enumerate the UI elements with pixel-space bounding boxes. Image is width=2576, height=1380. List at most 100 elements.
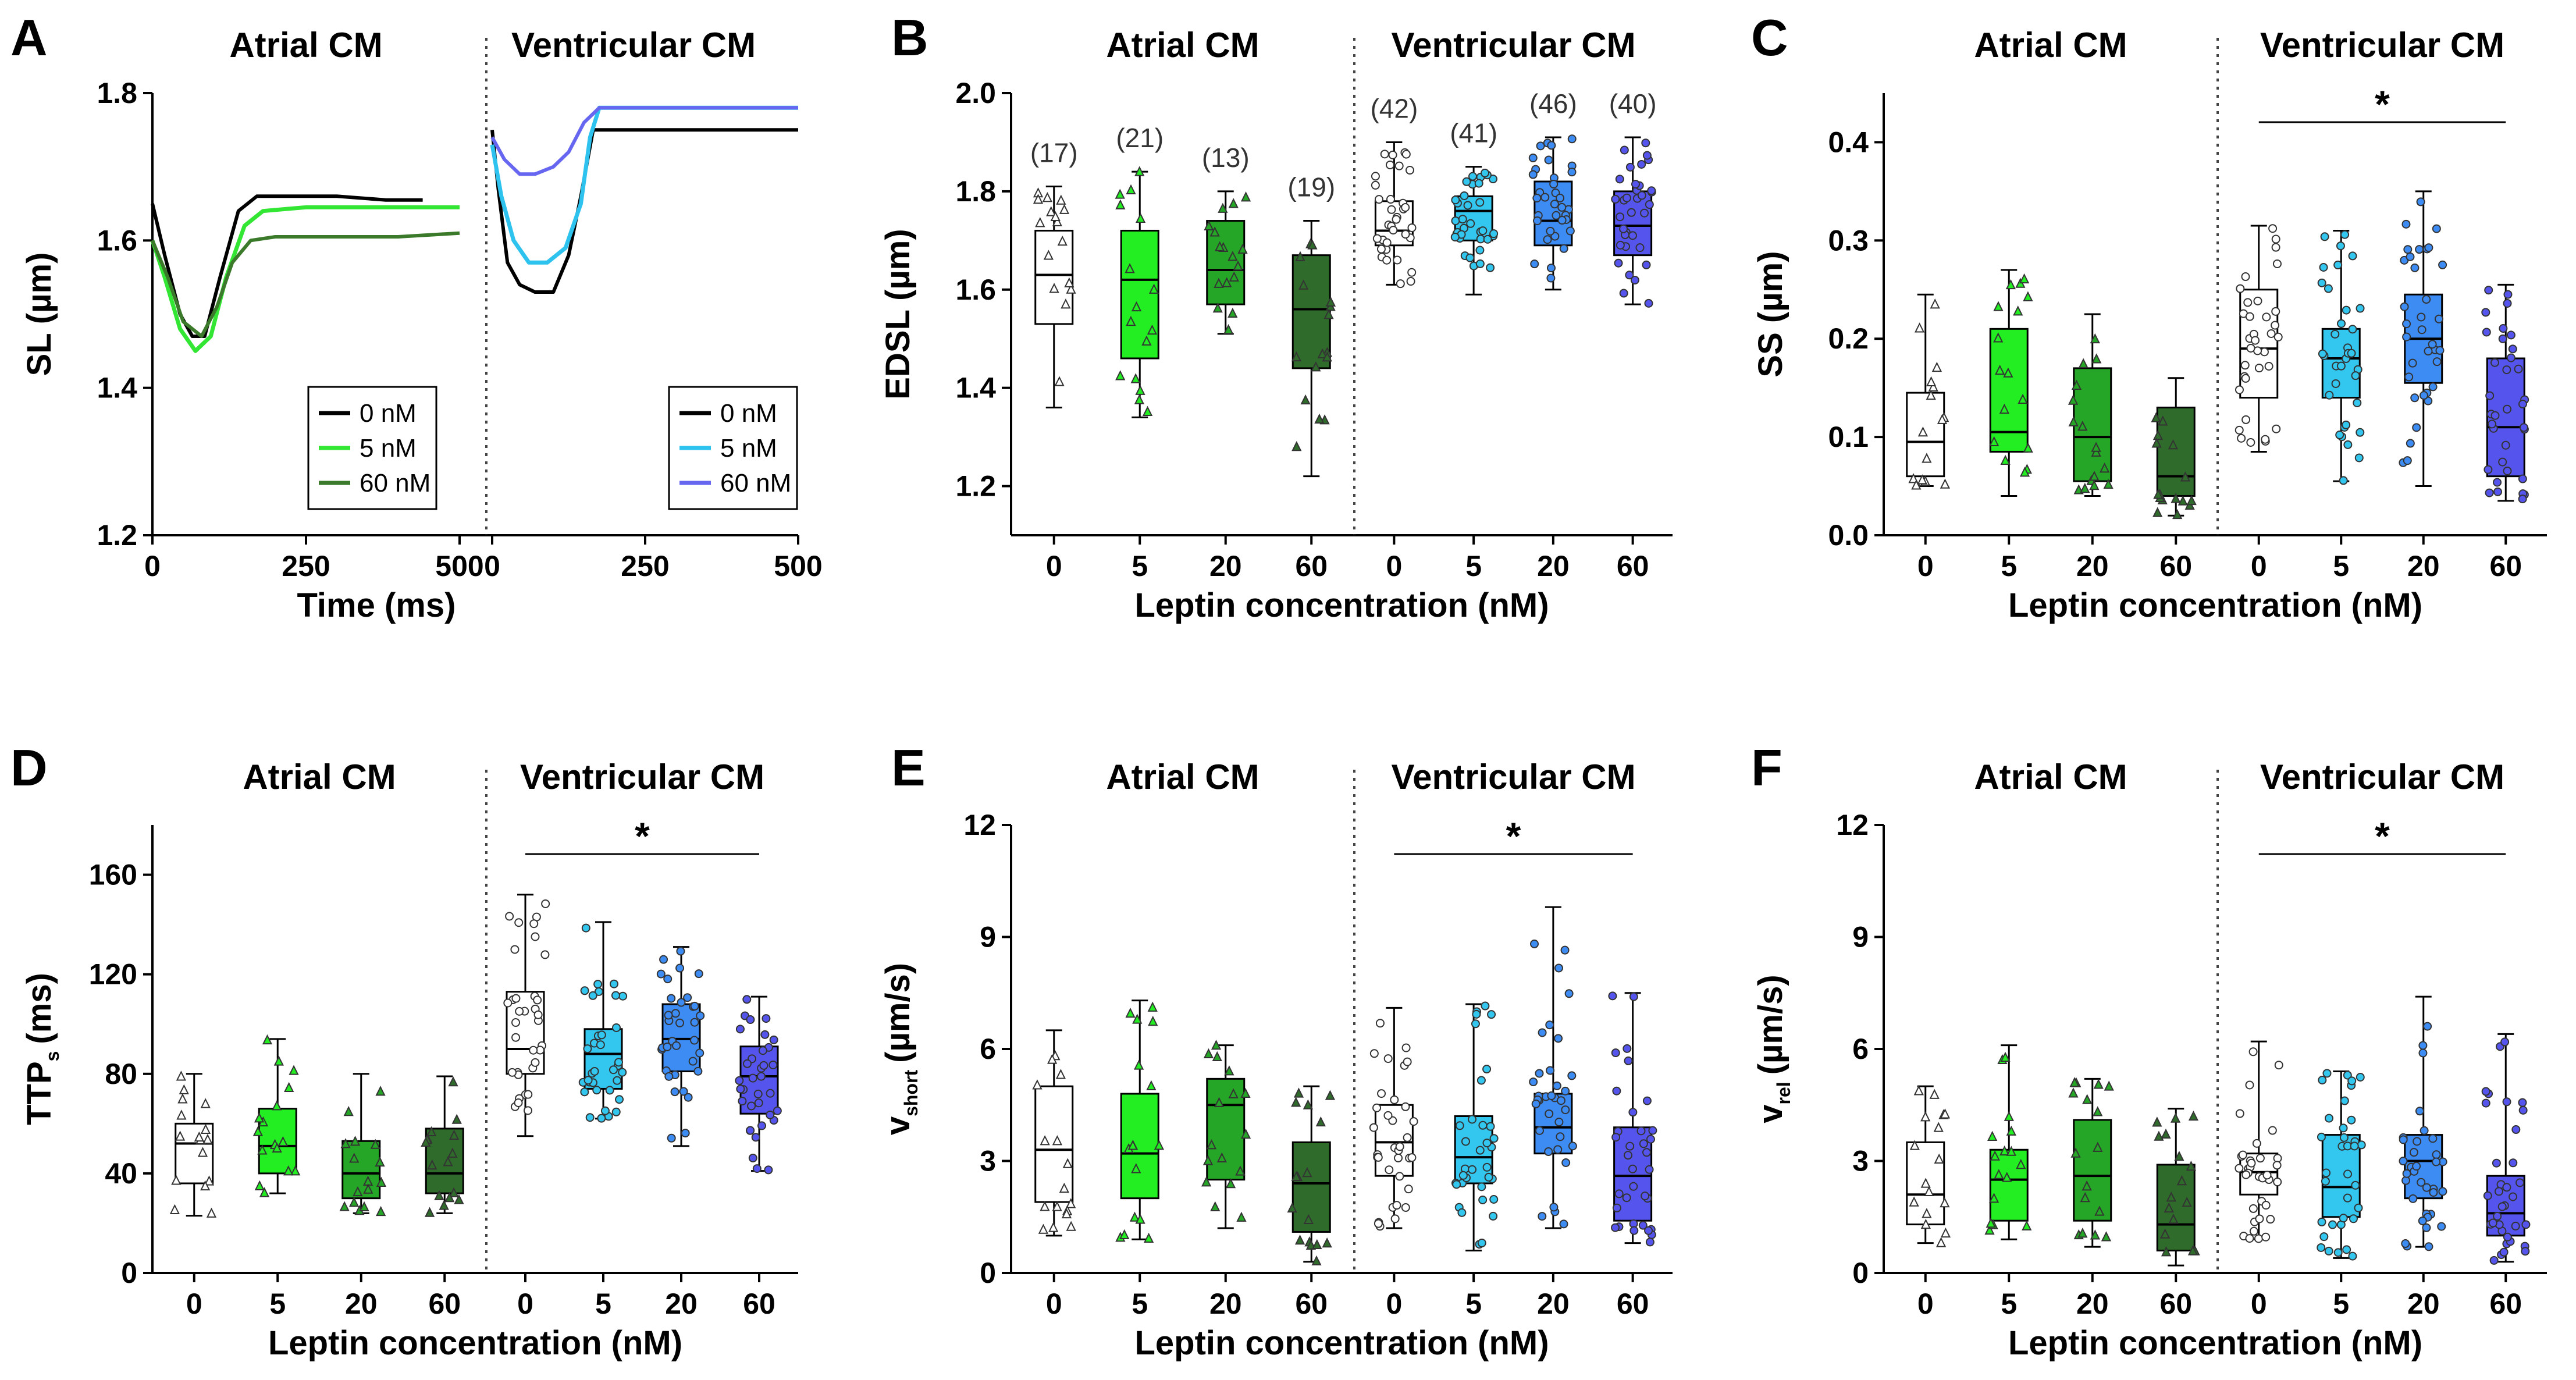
- y-tick-label: 1.2: [955, 470, 996, 503]
- data-point: [2493, 487, 2502, 496]
- data-point: [1307, 239, 1318, 250]
- data-point: [1403, 1133, 1412, 1142]
- data-point: [1489, 229, 1499, 239]
- data-point: [1385, 1165, 1394, 1175]
- data-point: [1612, 1086, 1621, 1096]
- data-point: [2521, 1247, 2530, 1256]
- data-point: [2347, 1115, 2356, 1125]
- data-point: [2077, 1228, 2088, 1238]
- data-point: [2410, 393, 2420, 403]
- data-point: [618, 1068, 627, 1077]
- data-point: [1057, 235, 1068, 246]
- data-point: [177, 1093, 188, 1104]
- data-point: [2340, 1096, 2349, 1105]
- data-point: [2357, 1140, 2366, 1150]
- data-point: [751, 1133, 760, 1142]
- data-point: [693, 1066, 703, 1076]
- data-point: [254, 1180, 265, 1190]
- panel-letter: C: [1751, 9, 1788, 66]
- data-point: [593, 980, 603, 989]
- y-tick-label: 3: [1852, 1145, 1869, 1178]
- data-point: [1547, 1091, 1556, 1100]
- data-point: [1388, 150, 1397, 159]
- x-tick-label: 500: [435, 550, 483, 582]
- data-point: [2267, 329, 2276, 338]
- data-point: [2490, 411, 2500, 420]
- data-point: [1475, 1146, 1485, 1155]
- data-point: [597, 1030, 606, 1040]
- data-point: [2503, 404, 2512, 414]
- data-point: [2340, 230, 2350, 239]
- data-point: [1236, 1211, 1247, 1222]
- data-point: [752, 1164, 762, 1173]
- data-point: [1642, 151, 1652, 160]
- data-point: [1622, 1193, 1631, 1203]
- x-tick-label: 0: [1917, 550, 1934, 582]
- group-title: Atrial CM: [243, 757, 396, 796]
- data-point: [2415, 1107, 2424, 1116]
- y-tick-label: 1.2: [97, 519, 137, 552]
- data-point: [1376, 244, 1386, 254]
- data-point: [1627, 208, 1636, 217]
- data-point: [515, 1006, 524, 1016]
- data-point: [1223, 323, 1234, 335]
- data-point: [1560, 945, 1570, 955]
- data-point: [1227, 307, 1238, 318]
- data-point: [611, 991, 620, 1000]
- y-tick-label: 120: [89, 958, 137, 991]
- data-point: [2272, 259, 2282, 268]
- data-point: [1407, 1153, 1417, 1162]
- y-tick-label: 40: [105, 1157, 137, 1190]
- data-point: [2078, 358, 2088, 368]
- data-point: [1625, 271, 1634, 280]
- significance-star: *: [2375, 83, 2390, 126]
- data-point: [2485, 391, 2495, 400]
- data-point: [1148, 1015, 1158, 1026]
- data-point: [2408, 1194, 2418, 1203]
- data-point: [1392, 215, 1401, 224]
- data-point: [2237, 433, 2246, 443]
- data-point: [1538, 1028, 1547, 1037]
- data-point: [2481, 1098, 2490, 1108]
- data-point: [2176, 1175, 2187, 1186]
- data-point: [1052, 1135, 1063, 1146]
- group-title: Atrial CM: [1106, 757, 1259, 796]
- data-point: [1403, 1057, 1412, 1066]
- data-point: [2502, 1097, 2511, 1107]
- data-point: [2347, 348, 2356, 358]
- data-point: [1214, 278, 1224, 288]
- data-point: [1210, 1201, 1221, 1211]
- data-point: [1451, 216, 1460, 226]
- data-point: [773, 1106, 782, 1115]
- y-axis-label-subscript: rel: [1773, 1082, 1794, 1104]
- data-point: [1552, 1081, 1561, 1090]
- data-point: [1489, 1211, 1498, 1221]
- data-point: [1125, 263, 1135, 273]
- y-tick-label: 0.2: [1828, 322, 1869, 355]
- data-point: [1608, 991, 1617, 1001]
- data-point: [1646, 1134, 1655, 1144]
- data-point: [2356, 1072, 2365, 1082]
- data-point: [1611, 194, 1620, 204]
- data-point: [1115, 188, 1125, 199]
- data-point: [1489, 1194, 1499, 1204]
- data-point: [434, 1190, 444, 1200]
- data-point: [2333, 1248, 2343, 1257]
- data-point: [2248, 1204, 2258, 1213]
- data-point: [2248, 1047, 2258, 1057]
- data-point: [511, 994, 521, 1003]
- data-point: [1614, 1189, 1624, 1198]
- data-point: [2339, 476, 2348, 485]
- data-point: [2511, 1125, 2521, 1134]
- data-point: [1990, 1150, 2000, 1161]
- data-point: [2401, 219, 2411, 229]
- data-point: [2518, 1105, 2528, 1115]
- data-point: [1323, 309, 1334, 319]
- y-tick-label: 1.6: [97, 224, 137, 257]
- data-point: [664, 1072, 674, 1081]
- data-point: [2400, 302, 2409, 311]
- box: [175, 1122, 214, 1185]
- data-point: [1538, 1212, 1547, 1221]
- data-point: [748, 1073, 757, 1083]
- data-point: [359, 1201, 369, 1211]
